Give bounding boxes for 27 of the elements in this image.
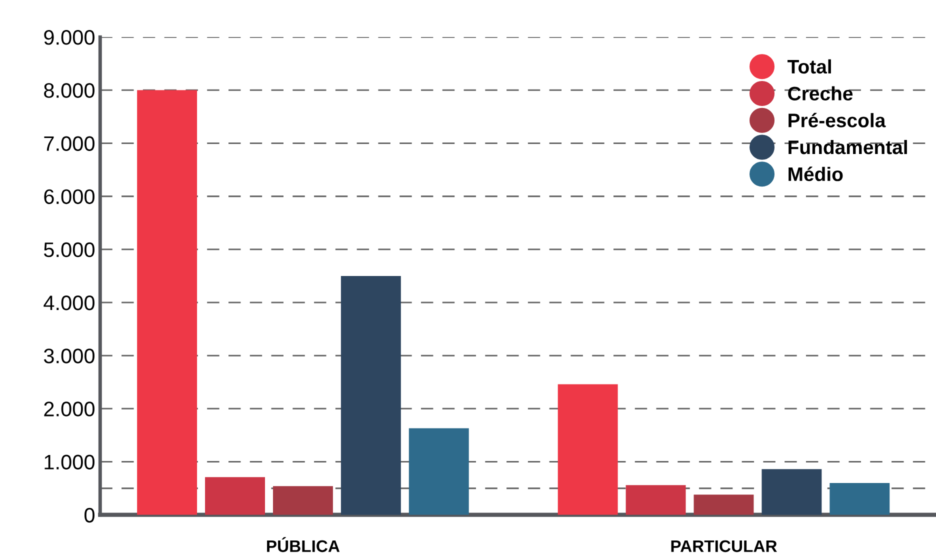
bar: [694, 494, 754, 515]
legend-label: Total: [788, 59, 831, 74]
y-tick-label: 0: [84, 508, 94, 523]
y-tick-label: 5.000: [44, 242, 94, 258]
y-tick-label: 7.000: [44, 136, 94, 151]
bar: [408, 428, 469, 515]
y-tick-label: 9.000: [44, 30, 94, 45]
legend-label: Fundamental: [788, 140, 907, 154]
y-tick-label: 1.000: [44, 454, 94, 470]
y-tick-label: 4.000: [44, 295, 94, 310]
bar: [762, 469, 822, 515]
x-tick-label: PARTICULAR: [671, 540, 777, 552]
bar: [340, 276, 401, 515]
bar: [137, 90, 198, 515]
y-tick-label: 3.000: [44, 348, 94, 364]
bar: [830, 482, 890, 515]
y-tick-label: 8.000: [44, 83, 94, 98]
legend-label: Creche: [788, 86, 853, 100]
bar: [272, 486, 333, 515]
legend-label: Pré-escola: [788, 112, 886, 128]
x-tick-label: PÚBLICA: [267, 537, 340, 552]
legend-label: Médio: [788, 166, 843, 182]
y-tick-label: 6.000: [44, 189, 94, 204]
bar: [558, 384, 618, 515]
bar: [626, 485, 686, 515]
y-tick-label: 2.000: [44, 402, 94, 416]
bar: [205, 477, 265, 515]
